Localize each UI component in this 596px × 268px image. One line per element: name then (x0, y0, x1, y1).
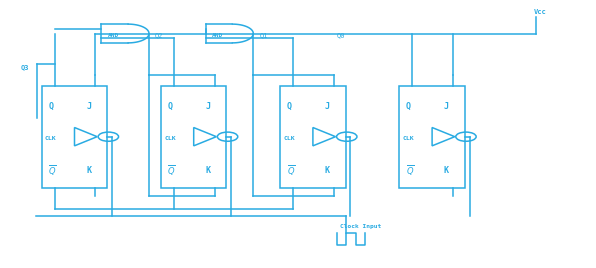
Bar (399, 86, 465, 188)
Text: CLK: CLK (164, 136, 176, 141)
Text: CLK: CLK (283, 136, 295, 141)
Text: Vcc: Vcc (533, 9, 546, 15)
Text: K: K (325, 166, 330, 175)
Bar (42, 86, 107, 188)
Text: CLK: CLK (45, 136, 57, 141)
Text: Clock Input: Clock Input (340, 224, 381, 229)
Text: J: J (444, 102, 449, 111)
Text: Q: Q (287, 102, 291, 111)
Text: Q1: Q1 (259, 32, 268, 38)
Text: J: J (206, 102, 210, 111)
Text: K: K (444, 166, 449, 175)
Text: Q2: Q2 (155, 32, 163, 38)
Text: Q3: Q3 (20, 64, 29, 70)
Text: Q: Q (406, 102, 411, 111)
Text: $\overline{Q}$: $\overline{Q}$ (48, 163, 57, 178)
Bar (161, 86, 226, 188)
Text: Q0: Q0 (337, 32, 345, 38)
Text: Q: Q (48, 102, 53, 111)
Text: $\overline{Q}$: $\overline{Q}$ (287, 163, 295, 178)
Text: K: K (86, 166, 91, 175)
Text: J: J (86, 102, 91, 111)
Text: Q: Q (167, 102, 172, 111)
Text: K: K (206, 166, 210, 175)
Text: $\overline{Q}$: $\overline{Q}$ (406, 163, 414, 178)
Text: J: J (325, 102, 330, 111)
Bar (280, 86, 346, 188)
Text: CLK: CLK (403, 136, 414, 141)
Text: $\overline{Q}$: $\overline{Q}$ (167, 163, 176, 178)
Text: AND: AND (212, 33, 224, 38)
Text: AND: AND (108, 33, 119, 38)
